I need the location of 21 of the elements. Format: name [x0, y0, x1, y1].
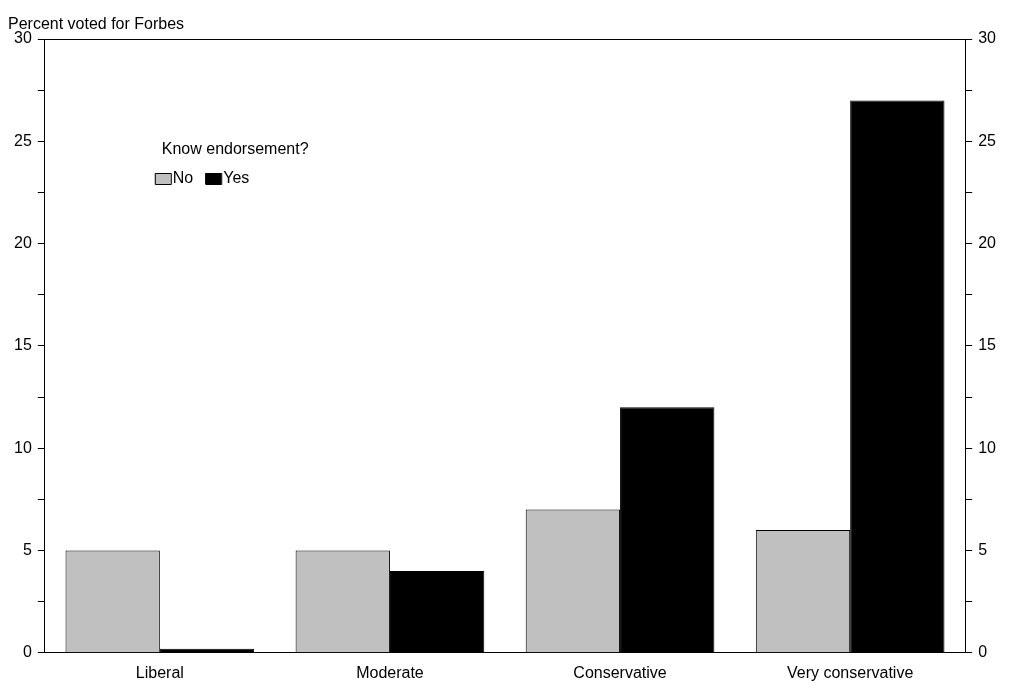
y2-tick-label: 30	[978, 29, 997, 47]
y-tick-label: 10	[14, 438, 32, 456]
x-tick-label: Liberal	[135, 663, 184, 681]
y2-tick-label: 25	[978, 131, 997, 149]
x-tick-label: Moderate	[356, 663, 424, 681]
legend-label: Yes	[223, 169, 250, 187]
x-tick-label: Very conservative	[787, 663, 914, 681]
y2-tick-label: 10	[978, 438, 997, 456]
y-tick-label: 5	[22, 540, 32, 558]
y2-tick-label: 15	[978, 336, 997, 354]
legend-label: No	[172, 169, 194, 187]
y-tick-label: 20	[14, 234, 32, 252]
legend-title: Know endorsement?	[161, 140, 309, 158]
y-tick-label: 25	[14, 131, 32, 149]
x-tick-label: Conservative	[573, 663, 667, 681]
y-tick-label: 0	[22, 643, 32, 661]
y-tick-label: 15	[14, 336, 32, 354]
y2-tick-label: 0	[978, 643, 988, 661]
y2-tick-label: 20	[978, 234, 997, 252]
y-tick-label: 30	[14, 29, 32, 47]
y2-tick-label: 5	[978, 540, 988, 558]
